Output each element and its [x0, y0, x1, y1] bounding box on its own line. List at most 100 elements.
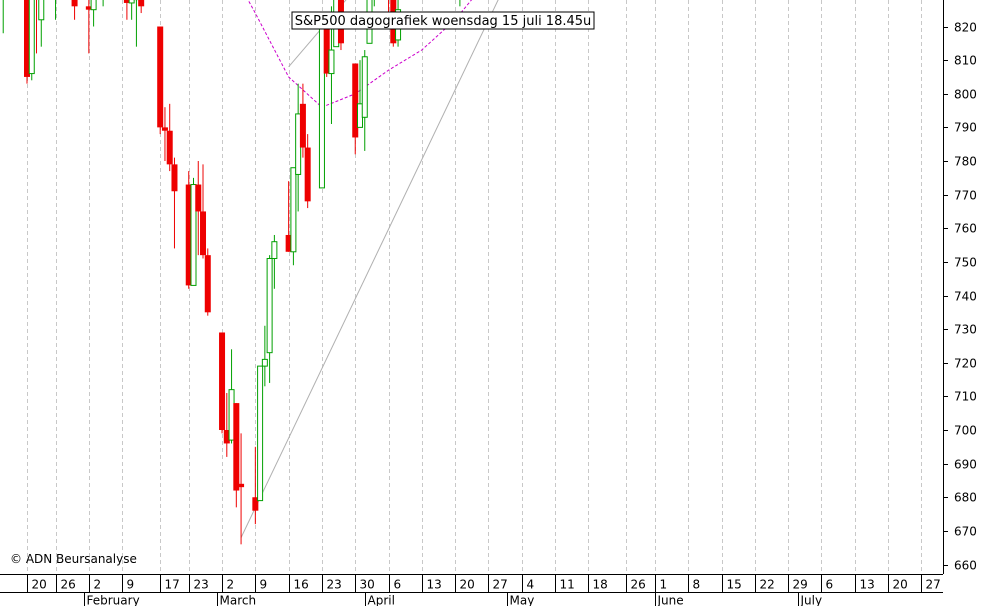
candle-body — [28, 0, 35, 75]
x-tick-label: 15 — [727, 578, 742, 592]
candle-body — [261, 358, 268, 367]
candle-body — [38, 0, 45, 21]
candle-body — [204, 255, 211, 313]
x-tick-label: 4 — [527, 578, 535, 592]
month-label: April — [368, 594, 395, 606]
candle-body — [161, 127, 168, 131]
x-tick-label: 13 — [860, 578, 875, 592]
x-tick-label: 30 — [360, 578, 375, 592]
candle-body — [90, 0, 97, 11]
candle-body — [328, 49, 335, 75]
candle-body — [238, 483, 245, 488]
y-tick-label: 710 — [954, 390, 977, 404]
month-label: July — [800, 594, 823, 606]
x-tick-label: 29 — [793, 578, 808, 592]
trendline — [240, 0, 499, 538]
candle-body — [323, 26, 330, 74]
candle-body — [285, 234, 292, 252]
x-tick-label: 11 — [560, 578, 575, 592]
x-tick-label: 2 — [94, 578, 102, 592]
x-tick-label: 16 — [294, 578, 309, 592]
y-tick-label: 690 — [954, 458, 977, 472]
x-tick-label: 13 — [427, 578, 442, 592]
candle-body — [190, 184, 197, 286]
candle-body — [71, 0, 78, 7]
x-tick-label: 9 — [260, 578, 268, 592]
chart-title: S&P500 dagografiek woensdag 15 juli 18.4… — [295, 14, 592, 29]
candle-body — [295, 113, 302, 175]
trendlines: k'kjj' — [240, 0, 499, 538]
x-tick-label: 18 — [593, 578, 608, 592]
candle-body — [157, 26, 164, 128]
x-tick-label: 20 — [32, 578, 47, 592]
candle-body — [223, 430, 230, 444]
candle-body — [200, 211, 207, 256]
x-tick-label: 6 — [826, 578, 834, 592]
candle-body — [85, 6, 92, 10]
month-label: March — [220, 594, 257, 606]
candle-body — [228, 389, 235, 441]
y-tick-label: 680 — [954, 491, 977, 505]
candle-body — [271, 241, 278, 260]
x-tick-label: 20 — [460, 578, 475, 592]
y-tick-label: 730 — [954, 323, 977, 337]
x-tick-label: 8 — [693, 578, 701, 592]
month-label: February — [87, 594, 140, 606]
x-tick-label: 22 — [760, 578, 775, 592]
candle-body — [138, 0, 145, 7]
candle-body — [233, 403, 240, 491]
y-tick-label: 820 — [954, 21, 977, 35]
y-tick-label: 770 — [954, 189, 977, 203]
y-tick-label: 760 — [954, 222, 977, 236]
candle-body — [361, 56, 368, 118]
y-tick-label: 800 — [954, 88, 977, 102]
month-label: June — [657, 594, 684, 606]
x-tick-label: 17 — [165, 578, 180, 592]
candle-body — [299, 103, 306, 148]
candle-body — [252, 497, 259, 511]
x-tick-label: 26 — [631, 578, 646, 592]
x-tick-label: 23 — [194, 578, 209, 592]
y-tick-label: 810 — [954, 54, 977, 68]
chart-credit: © ADN Beursanalyse — [10, 552, 137, 566]
candle-body — [185, 184, 192, 286]
y-tick-label: 740 — [954, 290, 977, 304]
candle-body — [128, 0, 135, 4]
y-tick-label: 790 — [954, 121, 977, 135]
y-tick-label: 780 — [954, 155, 977, 169]
candle-body — [166, 130, 173, 165]
y-tick-label: 660 — [954, 559, 977, 573]
x-tick-label: 27 — [493, 578, 508, 592]
x-tick-label: 26 — [61, 578, 76, 592]
candle-body — [171, 164, 178, 192]
candle-body — [219, 332, 226, 430]
candle-body — [257, 365, 264, 502]
month-label: May — [510, 594, 535, 606]
y-tick-label: 700 — [954, 424, 977, 438]
x-tick-label: 9 — [127, 578, 135, 592]
candle-body — [357, 103, 363, 128]
x-tick-label: 23 — [327, 578, 342, 592]
y-tick-label: 830 — [954, 0, 977, 1]
x-tick-label: 6 — [394, 578, 402, 592]
x-tick-label: 27 — [926, 578, 941, 592]
candle-body — [304, 147, 311, 202]
x-tick-label: 1 — [660, 578, 668, 592]
candle-body — [123, 0, 130, 3]
x-tick-label: 2 — [227, 578, 235, 592]
candle-body — [352, 63, 359, 138]
title-frame — [291, 11, 595, 30]
y-tick-label: 750 — [954, 256, 977, 270]
candle-body — [290, 167, 297, 253]
y-tick-label: 720 — [954, 357, 977, 371]
candle-body — [195, 184, 202, 212]
x-tick-label: 20 — [893, 578, 908, 592]
candle-body — [24, 0, 30, 77]
candle-body — [266, 258, 273, 354]
title-box: S&P500 dagografiek woensdag 15 juli 18.4… — [291, 11, 595, 30]
candle-body — [318, 19, 325, 189]
